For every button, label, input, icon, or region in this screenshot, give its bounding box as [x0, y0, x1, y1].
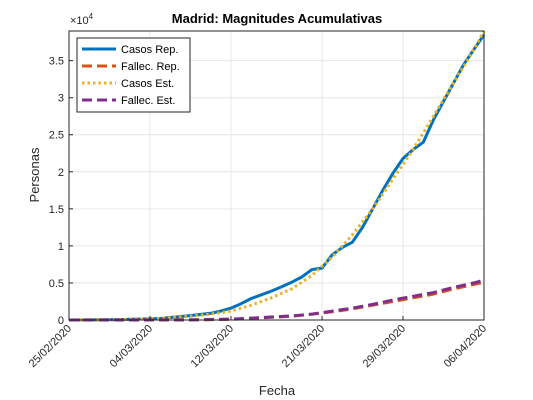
legend: Casos Rep. Fallec. Rep. Casos Est. Fallec. …	[76, 37, 191, 113]
plot-frame	[68, 30, 485, 321]
series-line-3	[68, 30, 486, 322]
y-tick-label: 0	[58, 315, 64, 327]
legend-label: Fallec. Rep.	[121, 61, 180, 73]
legend-label: Casos Rep.	[121, 44, 178, 56]
y-tick-label: 1	[58, 241, 64, 253]
series-lines	[68, 30, 486, 322]
x-axis-title: Fecha	[259, 383, 296, 398]
y-tick-label: 2.5	[49, 130, 64, 142]
y-tick-label: 0.5	[49, 278, 64, 290]
y-tick-label: 2	[58, 167, 64, 179]
y-tick-label: 1.5	[49, 204, 64, 216]
series-line-4	[68, 278, 485, 322]
y-tick-label: 3	[58, 93, 64, 105]
series-line-1	[68, 33, 486, 322]
chart-title: Madrid: Magnitudes Acumulativas	[172, 11, 382, 26]
y-axis-title: Personas	[27, 147, 42, 202]
y-axis-ticks: 0 0.5 1 1.5 2 2.5 3 3.5	[49, 56, 73, 327]
legend-label: Casos Est.	[121, 78, 174, 90]
y-tick-label: 3.5	[49, 56, 64, 68]
legend-label: Fallec. Est.	[121, 95, 175, 107]
y-exponent-label: ×104	[70, 12, 94, 27]
